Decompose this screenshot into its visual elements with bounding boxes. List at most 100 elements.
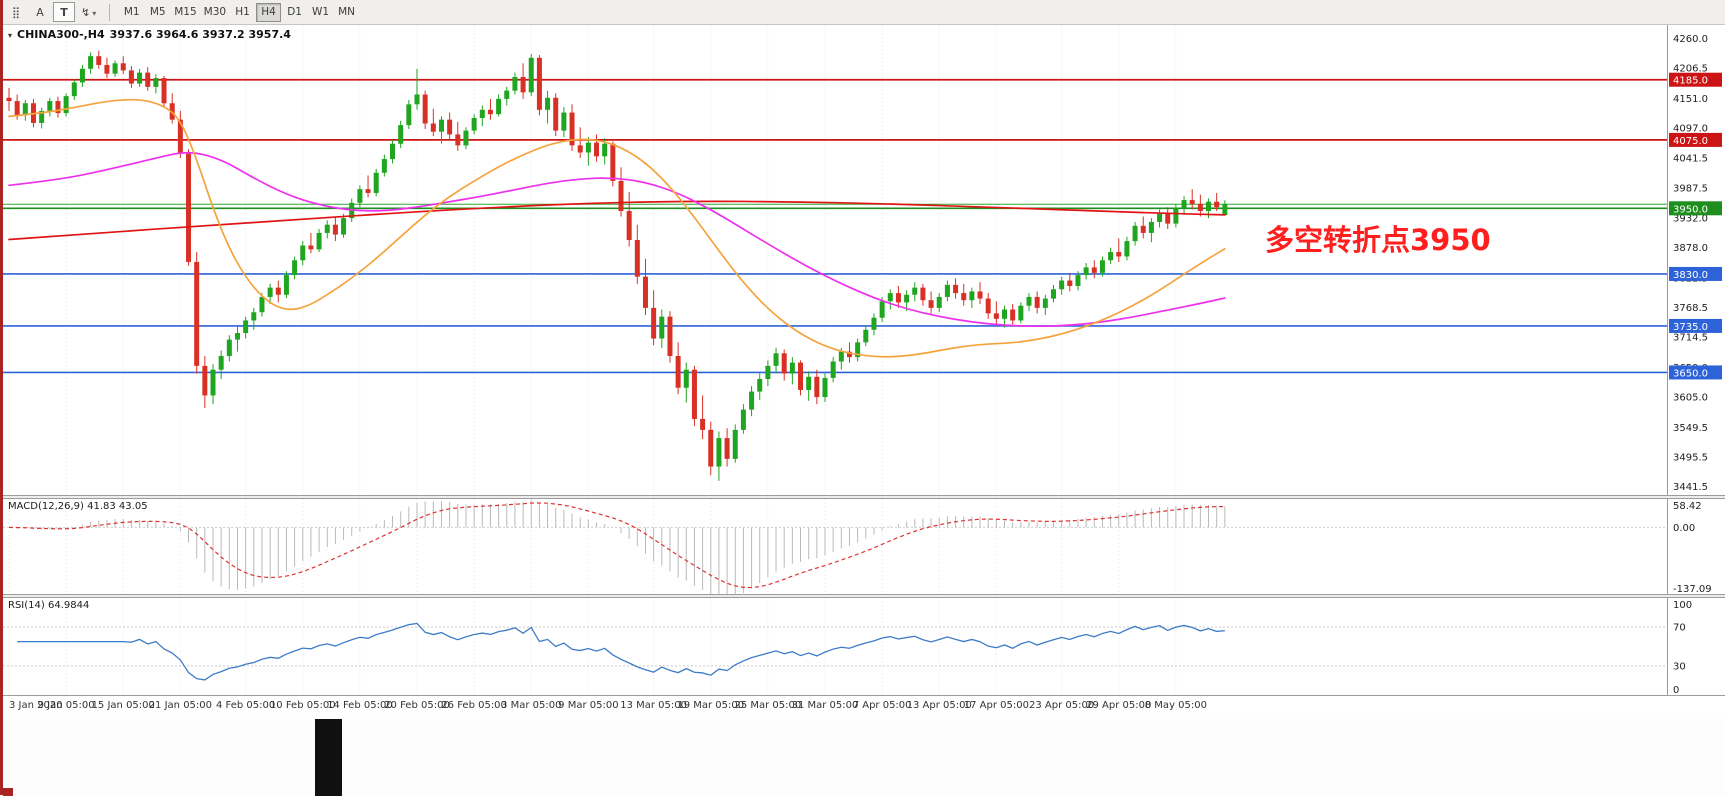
candle-body [1059, 280, 1065, 290]
candle-body [194, 261, 200, 366]
candle-body [14, 101, 20, 116]
rsi-panel-canvas[interactable]: 100 70 30 0 [3, 598, 1725, 695]
candle-body [1206, 201, 1212, 212]
candle-body [953, 284, 959, 294]
time-axis-label: 10 Feb 05:00 [269, 700, 336, 711]
candle-body [341, 218, 347, 235]
cursor-tool-button[interactable]: A [29, 2, 51, 22]
tf-button-h4[interactable]: H4 [256, 2, 282, 22]
candle-body [651, 307, 657, 339]
candle-body [1181, 200, 1187, 209]
chart-area: ▾ CHINA300-,H4 3937.6 3964.6 3937.2 3957… [3, 25, 1725, 796]
candle-body [789, 362, 795, 374]
candle-body [561, 112, 567, 131]
tf-button-m15[interactable]: M15 [171, 3, 199, 22]
candle-body [536, 57, 542, 110]
macd-panel-canvas[interactable]: 58.42 0.00 -137.09 [3, 499, 1725, 594]
candle-body [1075, 275, 1081, 286]
time-axis-label: 3 Jan 2020 [9, 700, 63, 711]
candle-body [528, 57, 534, 93]
candle-body [226, 339, 232, 357]
candle-body [161, 78, 167, 104]
price-axis-tick: 4041.5 [1673, 154, 1708, 165]
panel-splitter[interactable] [3, 495, 1725, 499]
time-axis-label: 17 Apr 05:00 [963, 700, 1029, 711]
price-axis-tick: 3495.5 [1673, 452, 1708, 463]
chart-dropdown-icon[interactable]: ▾ [8, 31, 13, 40]
svg-text:0: 0 [1673, 685, 1679, 695]
candle-body [683, 369, 689, 388]
chevron-down-icon: ▾ [92, 8, 97, 18]
candle-body [798, 362, 804, 390]
candle-body [251, 312, 257, 321]
time-axis-label: 21 Jan 05:00 [148, 700, 213, 711]
candle-body [553, 97, 559, 131]
time-axis[interactable]: 3 Jan 2020 9 Jan 05:00 15 Jan 05:00 21 Jan … [3, 695, 1725, 719]
desktop-strip [3, 719, 1725, 796]
price-axis-tick: 4151.0 [1673, 94, 1708, 105]
price-axis-tick: 4206.5 [1673, 63, 1708, 74]
candle-body [447, 119, 453, 135]
svg-text:4185.0: 4185.0 [1673, 76, 1708, 87]
candle-body [373, 172, 379, 193]
grid-tool-button[interactable]: ⣿ [5, 2, 27, 22]
tf-button-mn[interactable]: MN [334, 3, 359, 22]
candle-body [520, 76, 526, 93]
annotation-text[interactable]: 多空转折点3950 [1265, 223, 1491, 257]
text-tool-button[interactable]: T [53, 2, 75, 22]
candle-body [63, 96, 69, 114]
price-level-badge: 4185.0 [1669, 72, 1722, 87]
price-level-badge: 3950.0 [1669, 201, 1722, 216]
time-axis-label: 19 Mar 05:00 [677, 700, 745, 711]
svg-text:100: 100 [1673, 600, 1692, 611]
candle-body [487, 109, 493, 115]
tf-button-m30[interactable]: M30 [201, 3, 229, 22]
candle-body [895, 293, 901, 303]
price-axis-tick: 3714.5 [1673, 333, 1708, 344]
ma-long-red [8, 200, 1226, 241]
tf-button-m5[interactable]: M5 [145, 3, 170, 22]
main-chart-canvas[interactable]: 4260.0 4206.5 4151.0 4097.0 4041.5 3987.5 3932… [3, 25, 1725, 495]
candle-body [259, 296, 265, 313]
candle-body [1042, 298, 1048, 308]
panel-splitter[interactable] [3, 594, 1725, 598]
objects-tool-icon: ↯ [81, 5, 91, 19]
tf-button-m1[interactable]: M1 [119, 3, 144, 22]
macd-signal-line [8, 502, 1225, 589]
time-axis-label: 15 Jan 05:00 [91, 700, 155, 711]
candle-body [1197, 203, 1203, 212]
candle-body [642, 276, 648, 308]
candle-body [912, 287, 918, 295]
tf-button-w1[interactable]: W1 [308, 3, 333, 22]
candle-body [1067, 280, 1073, 286]
price-axis-tick: 3605.0 [1673, 393, 1708, 404]
candle-body [96, 56, 102, 65]
svg-text:3830.0: 3830.0 [1673, 270, 1708, 281]
candle-body [602, 143, 608, 157]
price-axis-tick: 3441.5 [1673, 482, 1708, 493]
svg-text:30: 30 [1673, 661, 1686, 672]
candle-body [71, 82, 77, 97]
candle-body [120, 63, 126, 71]
price-level-badge: 3735.0 [1669, 318, 1722, 333]
candle-body [732, 429, 738, 459]
candle-body [1026, 296, 1032, 306]
candle-body [871, 317, 877, 330]
tf-button-h1[interactable]: H1 [230, 3, 255, 22]
time-axis-label: 14 Feb 05:00 [327, 700, 393, 711]
candle-body [104, 64, 110, 74]
rsi-label: RSI(14) 64.9844 [8, 600, 90, 611]
candle-body [1214, 201, 1220, 208]
candle-body [781, 353, 787, 374]
candle-body [879, 301, 885, 318]
candle-body [814, 376, 820, 398]
candle-body [177, 119, 183, 154]
candle-body [39, 110, 45, 123]
candle-body [463, 130, 469, 146]
candle-body [618, 180, 624, 212]
objects-dropdown-button[interactable]: ↯ ▾ [77, 2, 100, 22]
candle-body [479, 109, 485, 119]
tf-button-d1[interactable]: D1 [282, 3, 307, 22]
time-axis-label: 8 May 05:00 [1144, 700, 1207, 711]
price-axis-labels[interactable]: 4260.0 4206.5 4151.0 4097.0 4041.5 3987.5 3932… [1673, 34, 1708, 493]
